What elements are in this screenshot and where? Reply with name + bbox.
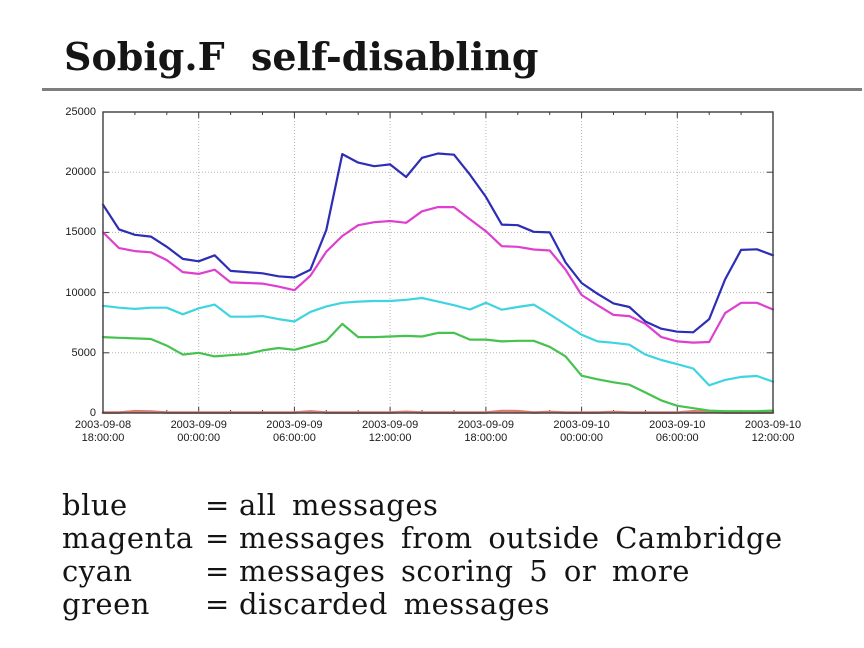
x-tick-label: 2003-09-10 00:00:00 <box>553 419 610 444</box>
y-tick-label: 5000 <box>71 346 96 359</box>
x-tick-label: 2003-09-09 06:00:00 <box>266 419 323 444</box>
y-tick-label: 20000 <box>65 166 96 179</box>
x-tick-label: 2003-09-09 00:00:00 <box>170 419 227 444</box>
legend-description: discarded messages <box>239 587 550 621</box>
page-title: Sobig.F self-disabling <box>64 34 539 79</box>
legend-equals: = <box>205 488 230 522</box>
title-rule <box>42 88 862 91</box>
legend-color-name: blue <box>62 488 128 522</box>
legend-equals: = <box>205 587 230 621</box>
chart-legend: blue = all messages magenta = messages from … <box>62 489 783 621</box>
x-tick-label: 2003-09-09 18:00:00 <box>457 419 514 444</box>
legend-row-cyan: cyan = messages scoring 5 or more <box>62 555 783 588</box>
x-tick-label: 2003-09-10 06:00:00 <box>649 419 706 444</box>
chart-container: 0 5000 10000 15000 20000 25000 2003-09-08 18:0… <box>65 106 802 444</box>
series-line-blue <box>101 152 775 334</box>
legend-row-magenta: magenta = messages from outside Cambridge <box>62 522 783 555</box>
y-tick-label: 10000 <box>65 286 96 299</box>
legend-equals: = <box>205 521 230 555</box>
legend-row-green: green = discarded messages <box>62 588 783 621</box>
series-line-green <box>101 322 775 413</box>
legend-description: all messages <box>239 488 439 522</box>
legend-color-name: green <box>62 587 150 621</box>
chart-plot-area <box>101 111 775 414</box>
y-tick-label: 0 <box>89 407 96 419</box>
legend-description: messages from outside Cambridge <box>239 521 783 555</box>
legend-equals: = <box>205 554 230 588</box>
x-tick-label: 2003-09-08 18:00:00 <box>74 419 132 444</box>
y-tick-label: 25000 <box>65 106 96 118</box>
legend-color-name: magenta <box>62 521 194 555</box>
y-tick-label: 15000 <box>65 226 96 239</box>
legend-description: messages scoring 5 or more <box>239 554 690 588</box>
series-line-cyan <box>101 296 775 387</box>
series-line-magenta <box>101 205 775 344</box>
legend-color-name: cyan <box>62 554 133 588</box>
x-tick-label: 2003-09-09 12:00:00 <box>362 419 419 444</box>
legend-row-blue: blue = all messages <box>62 489 783 522</box>
x-tick-label: 2003-09-10 12:00:00 <box>744 419 802 444</box>
